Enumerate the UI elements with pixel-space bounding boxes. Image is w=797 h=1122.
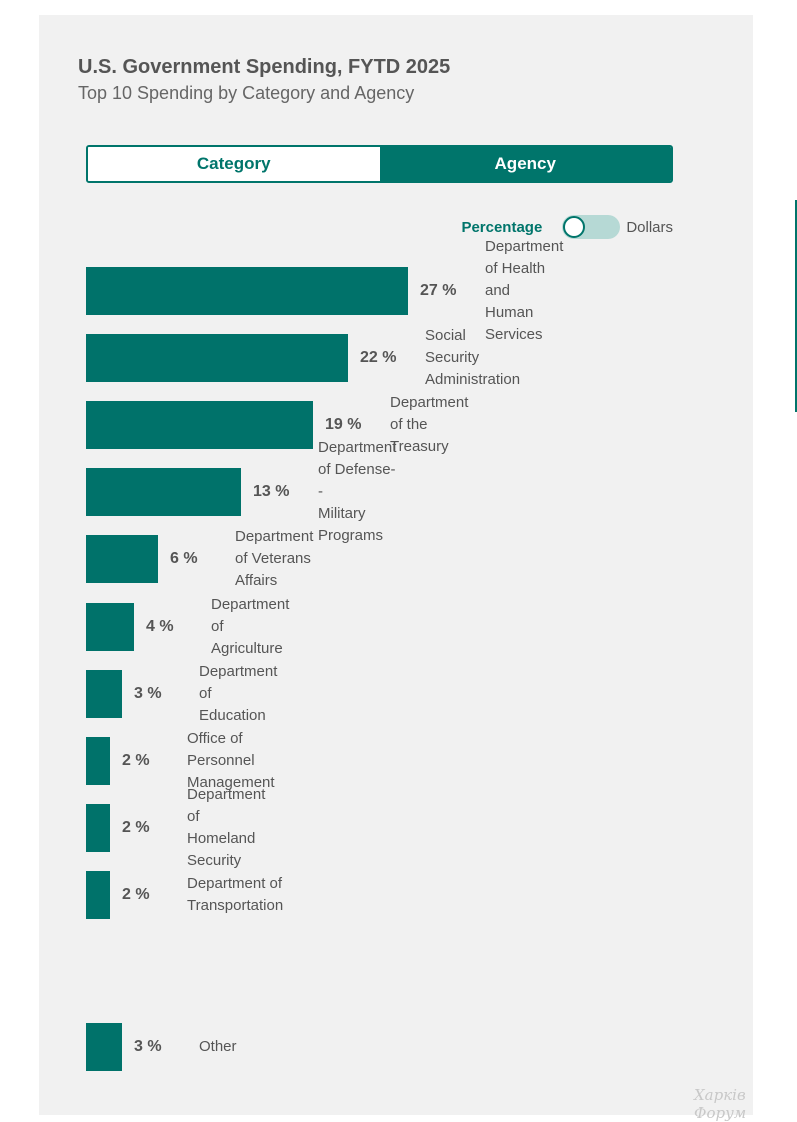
bar-value-label: 2 % xyxy=(122,886,150,903)
bar-category-label: Department of the Treasury xyxy=(390,394,469,455)
bar[interactable] xyxy=(86,871,110,919)
bar-category-label: Social Security Administration xyxy=(425,327,521,388)
bar[interactable] xyxy=(86,670,122,718)
bar[interactable] xyxy=(86,1023,122,1071)
bar-value-label: 13 % xyxy=(253,483,290,500)
bar-category-label: Department of Agriculture xyxy=(211,596,290,657)
bar-category-label: Other xyxy=(199,1038,237,1055)
bar-value-label: 6 % xyxy=(170,550,198,567)
bar[interactable] xyxy=(86,401,313,449)
bar-category-label: Office of Personnel Management xyxy=(187,730,275,791)
bar-value-label: 3 % xyxy=(134,685,162,702)
bar-category-label: Department of Homeland Security xyxy=(187,786,266,869)
watermark: Харків Форум xyxy=(694,1086,747,1122)
unit-toggle-row: Percentage Dollars xyxy=(440,214,673,240)
bar-value-label: 4 % xyxy=(146,618,174,635)
bar[interactable] xyxy=(86,267,408,315)
scroll-indicator xyxy=(795,200,797,412)
bar[interactable] xyxy=(86,603,134,651)
bar-value-label: 22 % xyxy=(360,349,397,366)
chart-card xyxy=(39,15,753,1115)
bar-value-label: 27 % xyxy=(420,282,457,299)
unit-toggle-switch[interactable] xyxy=(562,215,621,239)
bar-value-label: 19 % xyxy=(325,416,362,433)
bar-value-label: 2 % xyxy=(122,752,150,769)
bar-value-label: 3 % xyxy=(134,1038,162,1055)
tab-category[interactable]: Category xyxy=(88,147,380,181)
bar-category-label: Department of Veterans Affairs xyxy=(235,528,314,589)
bar[interactable] xyxy=(86,804,110,852)
chart-title: U.S. Government Spending, FYTD 2025 xyxy=(78,56,451,78)
dollars-label[interactable]: Dollars xyxy=(626,218,673,236)
bar-value-label: 2 % xyxy=(122,819,150,836)
bar-category-label: Department of Education xyxy=(199,663,278,724)
chart-subtitle: Top 10 Spending by Category and Agency xyxy=(78,83,415,103)
view-tabs: Category Agency xyxy=(86,145,673,183)
tab-agency[interactable]: Agency xyxy=(379,147,671,181)
bar-category-label: Department of Transportation xyxy=(187,875,284,914)
bar[interactable] xyxy=(86,334,348,382)
bar[interactable] xyxy=(86,468,241,516)
bar-category-label: Department of Health and Human Services xyxy=(485,238,564,343)
percentage-label[interactable]: Percentage xyxy=(461,218,543,236)
bar-category-label: Department of Defense-- Military Programs xyxy=(318,439,397,544)
bar[interactable] xyxy=(86,737,110,785)
bar[interactable] xyxy=(86,535,158,583)
toggle-knob xyxy=(563,216,586,238)
